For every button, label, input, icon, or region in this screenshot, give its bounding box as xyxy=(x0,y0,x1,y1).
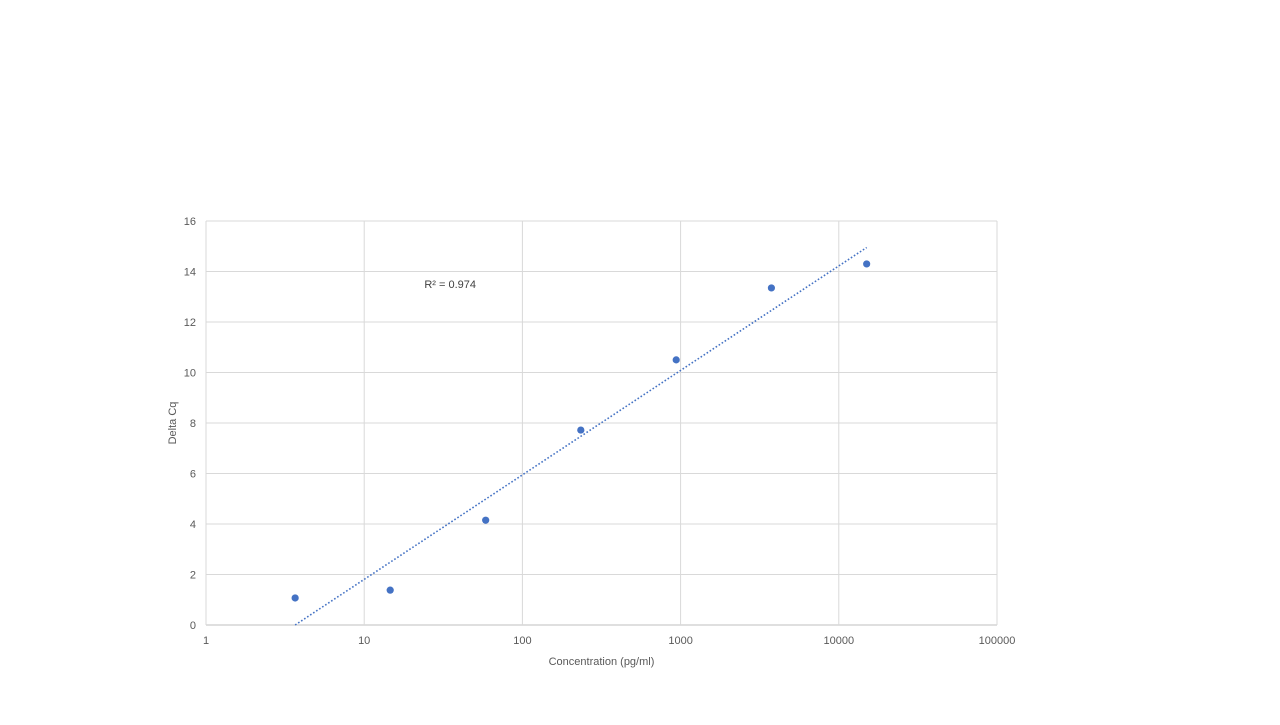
trendline-group xyxy=(294,246,868,626)
y-tick-label: 16 xyxy=(184,216,196,228)
y-tick-label: 14 xyxy=(184,267,196,279)
tick-labels: 0 2 4 6 8 10 12 14 16 1 10 100 1000 10000 100000 xyxy=(184,216,1016,647)
y-tick-label: 6 xyxy=(190,469,196,481)
x-tick-label: 1000 xyxy=(668,635,692,647)
data-point xyxy=(577,426,585,434)
x-axis-title: Concentration (pg/ml) xyxy=(549,656,655,668)
y-tick-label: 8 xyxy=(190,418,196,430)
y-tick-label: 4 xyxy=(190,519,196,531)
trendline xyxy=(294,246,868,626)
x-tick-label: 100000 xyxy=(979,635,1016,647)
y-tick-label: 12 xyxy=(184,317,196,329)
data-point xyxy=(672,356,680,364)
data-point xyxy=(863,260,871,268)
x-tick-label: 100 xyxy=(513,635,531,647)
y-tick-label: 2 xyxy=(190,570,196,582)
x-tick-label: 1 xyxy=(203,635,209,647)
gridlines xyxy=(205,220,998,626)
x-tick-label: 10 xyxy=(358,635,370,647)
y-tick-label: 0 xyxy=(190,620,196,632)
x-tick-label: 10000 xyxy=(824,635,855,647)
data-point xyxy=(482,516,490,524)
data-point xyxy=(291,594,299,602)
data-point xyxy=(386,586,394,594)
y-tick-label: 10 xyxy=(184,368,196,380)
y-axis-title: Delta Cq xyxy=(167,402,179,445)
data-points xyxy=(291,260,871,602)
r-squared-annotation: R² = 0.974 xyxy=(424,279,476,291)
data-point xyxy=(767,284,776,292)
